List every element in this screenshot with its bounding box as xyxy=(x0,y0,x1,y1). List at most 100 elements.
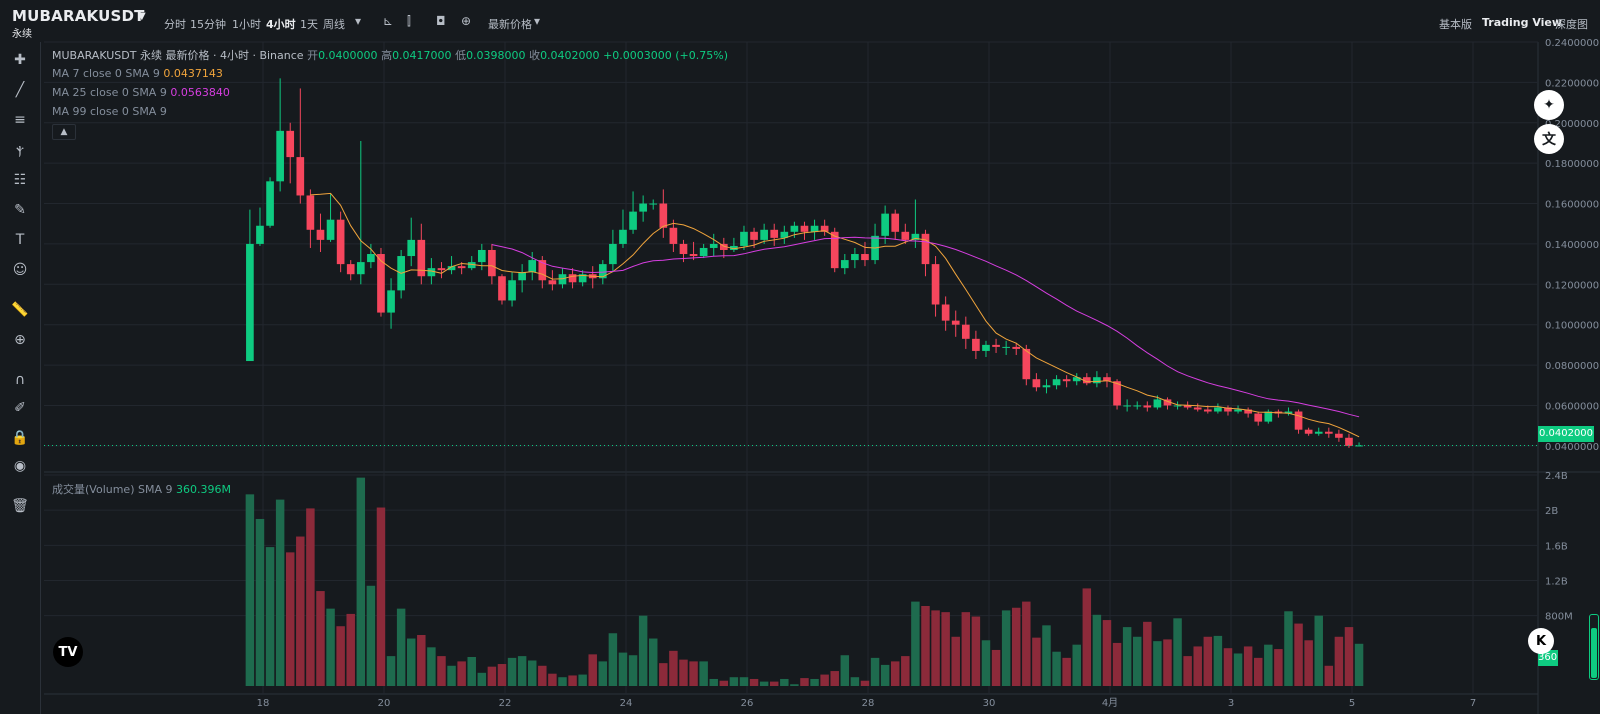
volume-bar xyxy=(1001,610,1011,686)
volume-bar xyxy=(1314,615,1323,686)
time-tick-label: 28 xyxy=(862,698,875,709)
interval-time[interactable]: 分时 xyxy=(164,18,186,31)
camera-icon[interactable]: ◘ xyxy=(436,14,446,28)
interval-15m[interactable]: 15分钟 xyxy=(190,18,226,31)
volume-tick-label: 1.2B xyxy=(1545,577,1568,588)
time-tick-label: 30 xyxy=(983,698,996,709)
candle-body xyxy=(1244,409,1252,414)
volume-bar xyxy=(830,671,839,686)
volume-bar xyxy=(296,536,305,686)
candles-icon[interactable]: ⫿ xyxy=(407,14,411,28)
candle-body xyxy=(488,249,496,277)
candle-body xyxy=(518,272,526,281)
interval-week[interactable]: 周线 xyxy=(323,18,345,31)
price-type-select[interactable]: 最新价格 xyxy=(488,18,532,31)
view-depth[interactable]: 深度图 xyxy=(1555,18,1588,31)
volume-bar xyxy=(1032,637,1041,686)
volume-bar xyxy=(306,508,315,686)
symbol-title[interactable]: MUBARAKUSDT xyxy=(12,7,145,25)
trash-icon[interactable]: 🗑 xyxy=(11,498,29,514)
fib-icon[interactable]: ≡ xyxy=(14,112,26,128)
translate-icon[interactable]: 文 xyxy=(1534,124,1564,154)
pattern-icon[interactable]: ⲯ xyxy=(16,142,24,158)
volume-bar xyxy=(759,681,769,686)
text-icon[interactable]: T xyxy=(15,232,25,248)
symbol-dropdown-icon[interactable]: ▼ xyxy=(138,11,146,22)
volume-legend[interactable]: 成交量(Volume) SMA 9 360.396M xyxy=(52,481,231,497)
eye-icon[interactable]: ◉ xyxy=(13,458,27,474)
legend-collapse-button[interactable]: ▲ xyxy=(52,124,76,140)
candle-body xyxy=(276,130,284,182)
volume-bar xyxy=(749,678,759,686)
volume-bar xyxy=(366,585,376,686)
volume-bar xyxy=(527,660,537,686)
candle-body xyxy=(467,262,476,269)
k-logo[interactable]: K xyxy=(1528,628,1554,654)
scroll-indicator[interactable] xyxy=(1589,614,1599,680)
time-tick-label: 20 xyxy=(378,698,391,709)
volume-bar xyxy=(1072,644,1081,686)
price-type-caret-icon[interactable]: ▾ xyxy=(534,14,541,28)
ma7-value: 0.0437143 xyxy=(163,67,223,80)
volume-bar xyxy=(457,661,466,686)
volume-bar xyxy=(406,638,416,686)
candle-body xyxy=(568,274,577,283)
volume-bar xyxy=(659,663,668,686)
brush-settings-icon[interactable]: ☷ xyxy=(13,172,27,188)
volume-bar xyxy=(1344,627,1354,686)
chart-type-icon[interactable]: ⊾ xyxy=(383,14,394,28)
candle-body xyxy=(982,344,990,351)
ai-sparkle-icon[interactable]: ✦ xyxy=(1534,90,1564,120)
candle-body xyxy=(407,239,416,257)
crosshair-icon[interactable]: ✚ xyxy=(14,52,26,68)
trend-line-icon[interactable]: ╱ xyxy=(15,82,25,98)
lock-icon[interactable]: 🔒 xyxy=(11,430,29,446)
legend-change: +0.0003000 (+0.75%) xyxy=(603,49,729,62)
volume-bar xyxy=(971,616,981,686)
main-legend: MUBARAKUSDT 永续 最新价格 · 4小时 · Binance 开0.0… xyxy=(52,47,728,63)
volume-bar xyxy=(275,499,285,686)
candle-body xyxy=(619,229,627,244)
volume-bar xyxy=(880,664,890,686)
volume-bar xyxy=(1223,648,1233,686)
volume-bar xyxy=(1022,601,1031,686)
candle-body xyxy=(316,229,325,240)
zoom-icon[interactable]: ⊕ xyxy=(14,332,26,348)
view-tradingview[interactable]: Trading View xyxy=(1482,16,1563,29)
candle-body xyxy=(709,243,718,248)
volume-bar xyxy=(810,678,819,686)
volume-bar xyxy=(1284,611,1293,686)
candle-body xyxy=(961,324,970,339)
candle-body xyxy=(699,247,708,257)
add-indicator-icon[interactable]: ⊕ xyxy=(461,14,472,28)
volume-bar xyxy=(780,678,789,686)
candle-body xyxy=(528,260,537,273)
legend-high-label: 高 xyxy=(381,49,393,62)
ma99-legend[interactable]: MA 99 close 0 SMA 9 xyxy=(52,105,167,118)
interval-1h[interactable]: 1小时 xyxy=(232,18,261,31)
view-basic[interactable]: 基本版 xyxy=(1439,18,1472,31)
lock-draw-icon[interactable]: ✐ xyxy=(14,400,26,416)
interval-4h[interactable]: 4小时 xyxy=(266,18,296,31)
candle-body xyxy=(367,254,375,263)
ma25-legend[interactable]: MA 25 close 0 SMA 9 0.0563840 xyxy=(52,86,230,99)
candle-body xyxy=(780,231,789,238)
ma7-legend[interactable]: MA 7 close 0 SMA 9 0.0437143 xyxy=(52,67,223,80)
interval-more-icon[interactable]: ▾ xyxy=(355,14,362,28)
magnet-icon[interactable]: ∩ xyxy=(14,372,26,388)
candle-body xyxy=(1254,413,1263,422)
interval-1d[interactable]: 1天 xyxy=(300,18,318,31)
volume-bar xyxy=(497,664,507,686)
candle-body xyxy=(1082,377,1091,384)
candle-body xyxy=(1153,399,1162,408)
pencil-icon[interactable]: ✎ xyxy=(14,202,26,218)
volume-bar xyxy=(921,605,930,686)
legend-high: 0.0417000 xyxy=(392,49,452,62)
volume-bar xyxy=(820,674,829,686)
emoji-icon[interactable]: ☺ xyxy=(12,262,28,278)
ruler-icon[interactable]: 📏 xyxy=(11,302,29,318)
volume-bar xyxy=(628,655,638,686)
volume-bar xyxy=(739,677,749,686)
candle-body xyxy=(820,225,829,232)
